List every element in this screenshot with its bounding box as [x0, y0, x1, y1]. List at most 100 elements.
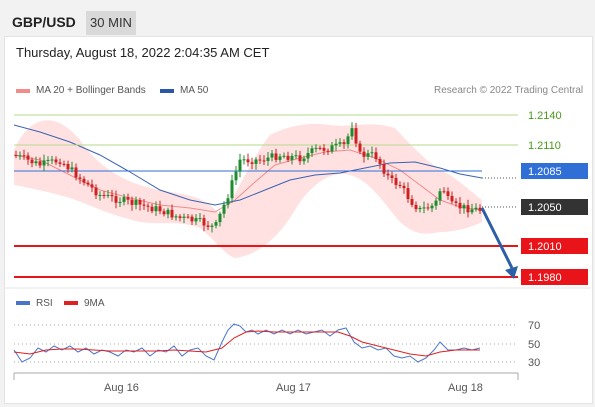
candle-body: [230, 180, 234, 199]
candle-body: [190, 216, 194, 222]
rsi-swatch: [16, 301, 30, 305]
legend-ma20: MA 20 + Bollinger Bands: [16, 85, 146, 96]
candle-body: [130, 199, 134, 205]
x-label-aug18: Aug 18: [448, 382, 483, 394]
candle-body: [390, 175, 394, 178]
candle-body: [474, 207, 478, 210]
candle-body: [426, 207, 430, 209]
candle-body: [106, 194, 110, 196]
candle-body: [126, 197, 130, 200]
candle-body: [30, 159, 34, 164]
candles: [14, 122, 482, 233]
candle-body: [438, 191, 442, 201]
candle-body: [318, 147, 322, 149]
candle-body: [322, 147, 326, 151]
candle-body: [382, 164, 386, 174]
candle-body: [142, 204, 146, 206]
price-label-3: 1.2085: [528, 166, 562, 178]
candle-body: [234, 171, 238, 181]
candle-body: [102, 194, 106, 196]
symbol-title: GBP/USD: [12, 14, 76, 30]
price-label-4: 1.2050: [528, 202, 562, 214]
candle-body: [74, 167, 78, 178]
price-box-4: [521, 199, 588, 215]
candle-body: [110, 194, 114, 197]
candle-body: [430, 205, 434, 209]
candle-body: [282, 155, 286, 157]
candle-body: [262, 160, 266, 162]
candle-body: [386, 173, 390, 176]
arrow-head-icon: [505, 266, 518, 279]
ma9-line: [13, 330, 480, 357]
candle-body: [202, 218, 206, 226]
candle-body: [394, 177, 398, 185]
candle-body: [26, 155, 30, 160]
candle-body: [258, 159, 262, 161]
candle-body: [362, 151, 366, 157]
candle-body: [186, 216, 190, 218]
rsi-level-70: 70: [528, 320, 540, 332]
candle-body: [434, 200, 438, 206]
rsi-line: [13, 323, 481, 363]
candle-body: [150, 206, 154, 212]
candle-body: [246, 159, 250, 163]
candle-body: [406, 188, 410, 200]
price-label-2: 1.2110: [528, 140, 561, 152]
ma20-line: [13, 149, 483, 213]
candle-body: [78, 177, 82, 179]
candle-body: [450, 196, 454, 202]
candle-body: [94, 187, 98, 196]
candle-body: [338, 142, 342, 144]
candle-body: [238, 159, 242, 172]
candle-body: [182, 216, 186, 218]
candle-body: [42, 160, 46, 166]
candle-body: [454, 201, 458, 203]
candle-body: [366, 153, 370, 157]
candle-body: [350, 128, 354, 137]
candle-body: [166, 209, 170, 215]
candle-body: [422, 207, 426, 209]
candle-body: [470, 209, 474, 213]
candle-body: [242, 159, 246, 161]
x-label-aug16: Aug 16: [104, 382, 139, 394]
candle-body: [354, 128, 358, 144]
x-label-aug17: Aug 17: [276, 382, 311, 394]
candle-body: [46, 159, 50, 161]
candle-body: [198, 218, 202, 220]
projection-arrow: [480, 207, 514, 269]
candle-body: [250, 162, 254, 164]
chart-panel: [4, 36, 593, 404]
candle-body: [122, 197, 126, 202]
candle-body: [146, 205, 150, 207]
candle-body: [58, 162, 62, 164]
price-label-1: 1.2140: [528, 110, 562, 122]
candle-body: [310, 148, 314, 154]
candle-body: [154, 206, 158, 212]
candle-body: [298, 155, 302, 162]
candle-body: [162, 211, 166, 215]
candle-body: [342, 142, 346, 144]
rsi-level-50: 50: [528, 339, 540, 351]
candle-body: [478, 207, 482, 211]
ma50-swatch: [160, 88, 174, 93]
candle-body: [22, 155, 26, 157]
ma20-label: MA 20 + Bollinger Bands: [36, 85, 146, 96]
price-box-5: [521, 238, 588, 254]
timeframe-badge[interactable]: 30 MIN: [86, 11, 136, 35]
candle-body: [418, 207, 422, 210]
candle-body: [370, 152, 374, 154]
candle-body: [178, 216, 182, 218]
candle-body: [326, 150, 330, 152]
candle-body: [158, 206, 162, 212]
candle-body: [462, 205, 466, 209]
candle-body: [402, 185, 406, 189]
price-label-6: 1.1980: [528, 272, 562, 284]
candle-body: [66, 163, 70, 170]
ma50-line: [13, 124, 483, 206]
candle-body: [222, 204, 226, 214]
bollinger-band: [14, 120, 482, 258]
candle-body: [170, 209, 174, 218]
candle-body: [218, 213, 222, 223]
candle-body: [410, 199, 414, 205]
candle-body: [330, 145, 334, 152]
